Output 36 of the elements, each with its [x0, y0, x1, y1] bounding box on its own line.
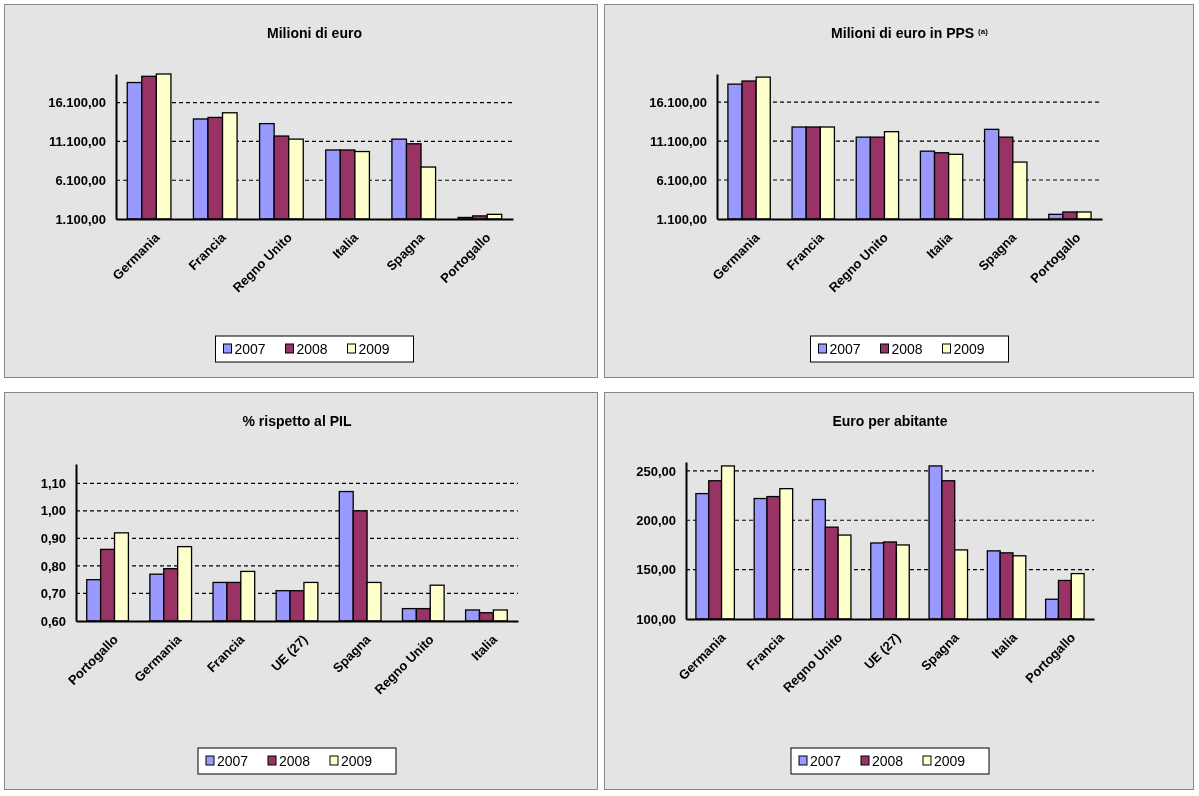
- legend-label: 2009: [934, 753, 966, 769]
- legend-label: 2007: [829, 341, 861, 357]
- y-tick-label: 150,00: [636, 562, 676, 578]
- y-tick-label: 6.100,00: [656, 172, 707, 188]
- legend-label: 2008: [872, 753, 904, 769]
- y-tick-label: 0,70: [40, 586, 66, 602]
- y-tick-label: 250,00: [636, 463, 676, 479]
- chart-title: % rispetto al PIL: [242, 413, 352, 429]
- y-tick-label: 1,00: [40, 503, 66, 519]
- legend-label: 2009: [341, 753, 373, 769]
- x-tick-label: UE (27): [861, 629, 904, 673]
- y-tick-label: 0,90: [40, 531, 66, 547]
- y-tick-label: 11.100,00: [649, 133, 707, 149]
- y-tick-label: 1.100,00: [55, 211, 106, 227]
- y-tick-label: 100,00: [636, 611, 676, 627]
- y-tick-label: 16.100,00: [649, 94, 707, 110]
- y-tick-label: 0,60: [40, 613, 66, 629]
- y-tick-label: 6.100,00: [55, 172, 106, 188]
- y-tick-label: 1.100,00: [656, 211, 707, 227]
- legend-label: 2008: [279, 753, 311, 769]
- chart-title: Euro per abitante: [832, 413, 948, 429]
- legend-label: 2007: [217, 753, 249, 769]
- y-tick-label: 1,10: [40, 475, 66, 491]
- chart-title: Milioni di euro in PPS $^{(a)}$: [831, 25, 989, 41]
- y-tick-label: 16.100,00: [48, 95, 106, 111]
- legend-label: 2007: [234, 341, 266, 357]
- x-tick-label: UE (27): [268, 631, 311, 675]
- legend-label: 2009: [953, 341, 985, 357]
- y-tick-label: 11.100,00: [48, 134, 106, 150]
- legend-label: 2008: [891, 341, 923, 357]
- chart-title: Milioni di euro: [267, 25, 362, 41]
- legend-label: 2007: [810, 753, 842, 769]
- y-tick-label: 0,80: [40, 558, 66, 574]
- legend-label: 2008: [296, 341, 328, 357]
- y-tick-label: 200,00: [636, 512, 676, 528]
- legend-label: 2009: [358, 341, 390, 357]
